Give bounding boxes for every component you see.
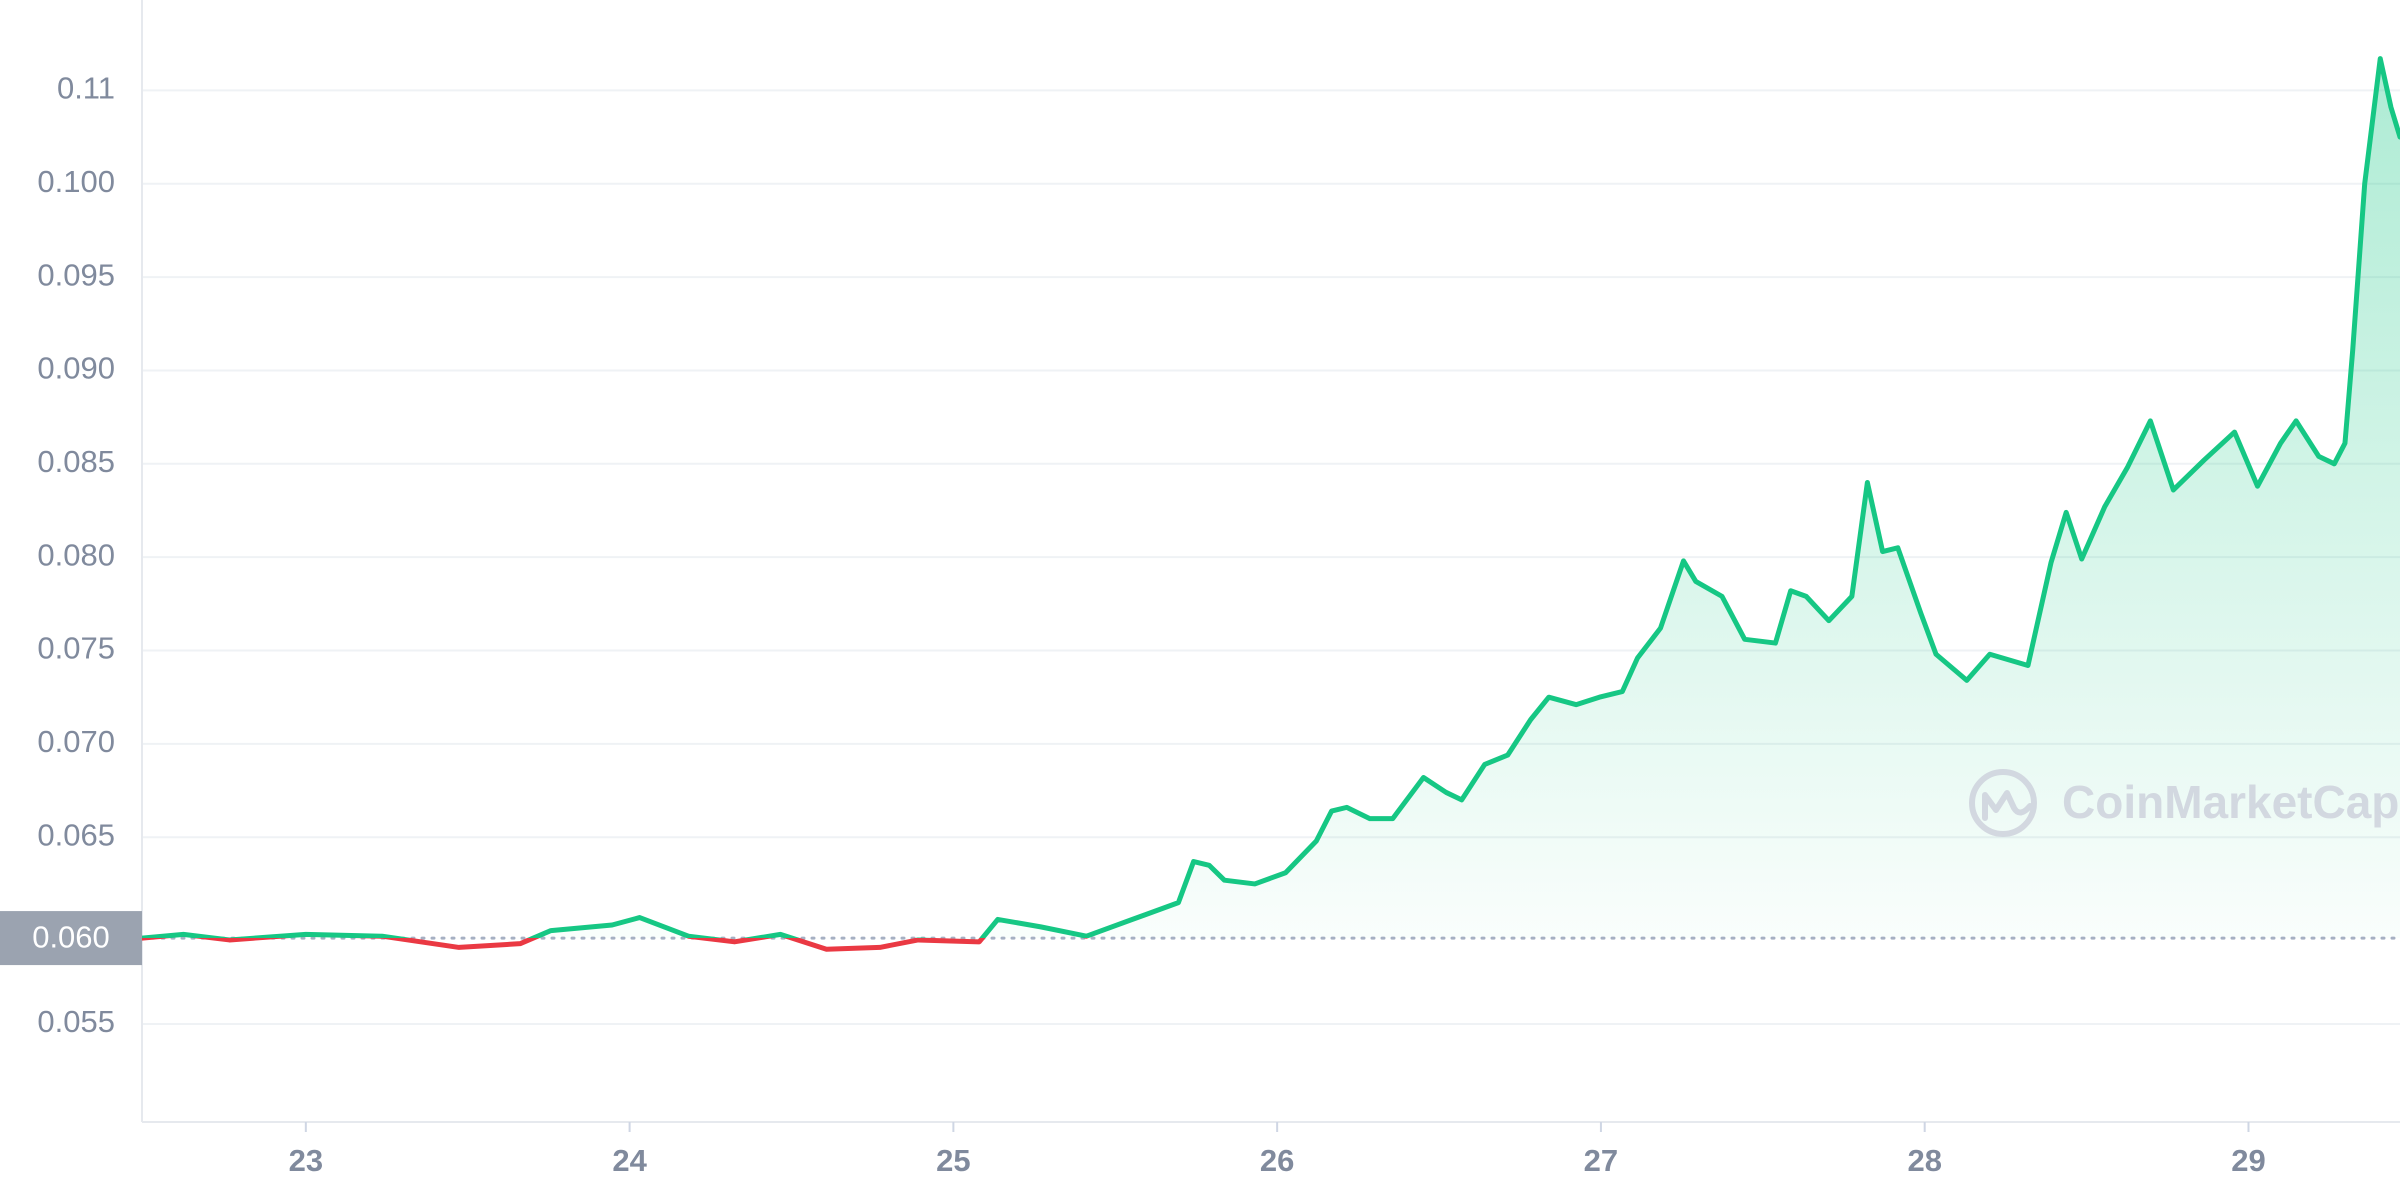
watermark-logo bbox=[1969, 769, 2037, 837]
y-tick-label: 0.100 bbox=[37, 164, 115, 199]
plot bbox=[139, 56, 2400, 952]
watermark: CoinMarketCap bbox=[1969, 769, 2399, 837]
y-tick-label: 0.070 bbox=[37, 724, 115, 759]
x-tick-label: 26 bbox=[1260, 1143, 1294, 1178]
x-tick-label: 23 bbox=[289, 1143, 323, 1178]
y-tick-label: 0.055 bbox=[37, 1004, 115, 1039]
y-tick-label: 0.11 bbox=[57, 71, 115, 106]
price-line bbox=[139, 56, 2400, 952]
price-area bbox=[142, 58, 2400, 939]
y-tick-label: 0.065 bbox=[37, 817, 115, 852]
grid bbox=[141, 0, 2400, 1132]
y-tick-label: 0.095 bbox=[37, 257, 115, 292]
y-tick-label: 0.090 bbox=[37, 351, 115, 386]
labels: 0.055 0.065 0.070 0.075 0.080 0.085 0.090 0.095… bbox=[0, 71, 2266, 1178]
watermark-logo-mark bbox=[1982, 790, 2033, 821]
y-tick-label: 0.080 bbox=[37, 537, 115, 572]
x-tick-label: 27 bbox=[1584, 1143, 1618, 1178]
x-tick-label: 28 bbox=[1907, 1143, 1941, 1178]
x-tick-label: 25 bbox=[936, 1143, 970, 1178]
y-tick-label: 0.075 bbox=[37, 631, 115, 666]
x-tick-label: 29 bbox=[2231, 1143, 2265, 1178]
x-tick-label: 24 bbox=[612, 1143, 647, 1178]
y-tick-label: 0.085 bbox=[37, 444, 115, 479]
baseline-label: 0.060 bbox=[32, 919, 110, 954]
baseline-label-box bbox=[0, 911, 142, 966]
watermark-text: CoinMarketCap bbox=[2062, 776, 2399, 828]
